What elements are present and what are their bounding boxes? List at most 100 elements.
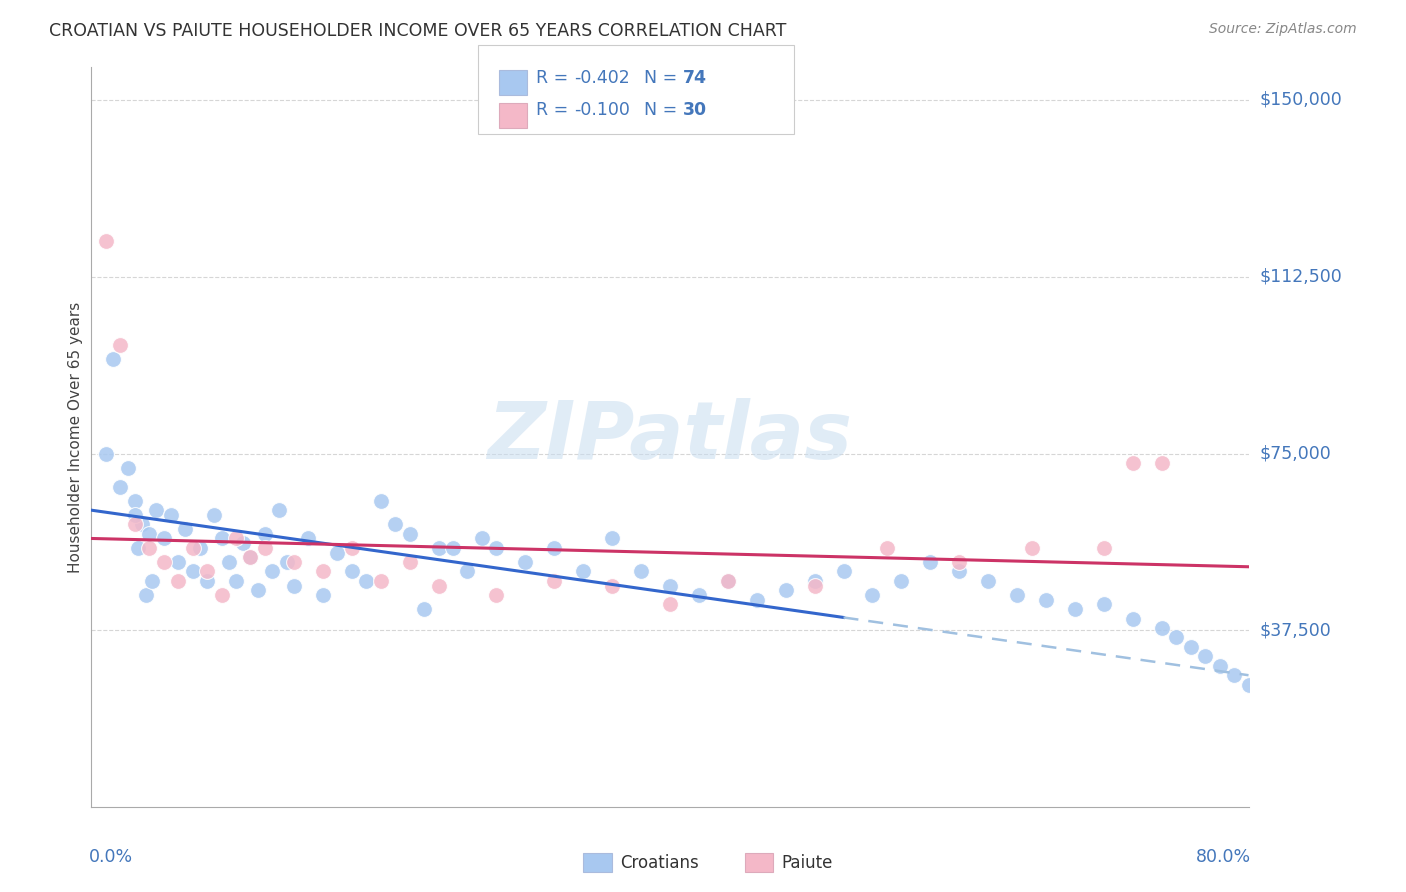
Point [152, 555, 174, 569]
Point [515, 555, 537, 569]
Point [600, 532, 623, 546]
Point [832, 565, 855, 579]
Point [124, 517, 146, 532]
Text: $75,000: $75,000 [1260, 444, 1331, 463]
Point [297, 532, 319, 546]
Point [977, 574, 1000, 588]
Point [1180, 640, 1202, 654]
Point [211, 532, 233, 546]
Point [269, 503, 291, 517]
Text: $112,500: $112,500 [1260, 268, 1343, 285]
Point [456, 565, 478, 579]
Point [124, 508, 146, 522]
Point [862, 588, 884, 602]
Point [876, 541, 898, 555]
Point [312, 588, 335, 602]
Point [1166, 631, 1188, 645]
Text: $150,000: $150,000 [1260, 91, 1343, 109]
Text: CROATIAN VS PAIUTE HOUSEHOLDER INCOME OVER 65 YEARS CORRELATION CHART: CROATIAN VS PAIUTE HOUSEHOLDER INCOME OV… [49, 22, 786, 40]
Point [745, 592, 768, 607]
Point [1223, 668, 1246, 682]
Point [239, 550, 262, 565]
Point [167, 555, 190, 569]
Point [340, 541, 363, 555]
Point [246, 583, 269, 598]
Point [1005, 588, 1028, 602]
Point [181, 541, 204, 555]
Point [181, 565, 204, 579]
Point [138, 541, 160, 555]
Point [384, 517, 406, 532]
Point [195, 565, 218, 579]
Text: N =: N = [644, 101, 683, 119]
Point [600, 579, 623, 593]
Point [485, 541, 508, 555]
Point [101, 352, 124, 367]
Point [413, 602, 436, 616]
Text: 74: 74 [683, 69, 707, 87]
Point [1194, 649, 1216, 664]
Point [94, 447, 117, 461]
Point [1208, 658, 1230, 673]
Point [138, 526, 160, 541]
Text: $37,500: $37,500 [1260, 622, 1331, 640]
Point [145, 503, 167, 517]
Point [110, 338, 132, 352]
Point [890, 574, 912, 588]
Text: R =: R = [536, 101, 574, 119]
Text: 30: 30 [683, 101, 707, 119]
Point [1150, 621, 1173, 635]
Point [1035, 592, 1057, 607]
Point [471, 532, 494, 546]
Text: 80.0%: 80.0% [1195, 848, 1251, 866]
Point [174, 522, 197, 536]
Text: -0.402: -0.402 [574, 69, 630, 87]
Point [232, 536, 254, 550]
Point [188, 541, 211, 555]
Point [1237, 678, 1260, 692]
Point [262, 565, 284, 579]
Point [1150, 456, 1173, 470]
Point [1122, 456, 1144, 470]
Point [658, 598, 681, 612]
Text: Croatians: Croatians [620, 854, 699, 871]
Text: Paiute: Paiute [782, 854, 834, 871]
Point [920, 555, 942, 569]
Point [803, 579, 825, 593]
Point [94, 235, 117, 249]
Point [253, 541, 276, 555]
Point [202, 508, 225, 522]
Point [803, 574, 825, 588]
Point [717, 574, 740, 588]
Point [688, 588, 710, 602]
Point [543, 574, 565, 588]
Point [218, 555, 240, 569]
Text: 0.0%: 0.0% [89, 848, 134, 866]
Point [1064, 602, 1087, 616]
Point [283, 579, 305, 593]
Point [1092, 541, 1115, 555]
Point [253, 526, 276, 541]
Text: R =: R = [536, 69, 574, 87]
Point [398, 555, 420, 569]
Text: -0.100: -0.100 [574, 101, 630, 119]
Point [948, 555, 970, 569]
Text: Source: ZipAtlas.com: Source: ZipAtlas.com [1209, 22, 1357, 37]
Point [543, 541, 565, 555]
Point [326, 546, 349, 560]
Point [658, 579, 681, 593]
Point [312, 565, 335, 579]
Point [152, 532, 174, 546]
Point [225, 532, 247, 546]
Text: N =: N = [644, 69, 683, 87]
Point [398, 526, 420, 541]
Point [167, 574, 190, 588]
Point [160, 508, 183, 522]
Y-axis label: Householder Income Over 65 years: Householder Income Over 65 years [67, 301, 83, 573]
Point [141, 574, 163, 588]
Point [441, 541, 464, 555]
Point [427, 579, 450, 593]
Point [370, 493, 392, 508]
Point [225, 574, 247, 588]
Point [717, 574, 740, 588]
